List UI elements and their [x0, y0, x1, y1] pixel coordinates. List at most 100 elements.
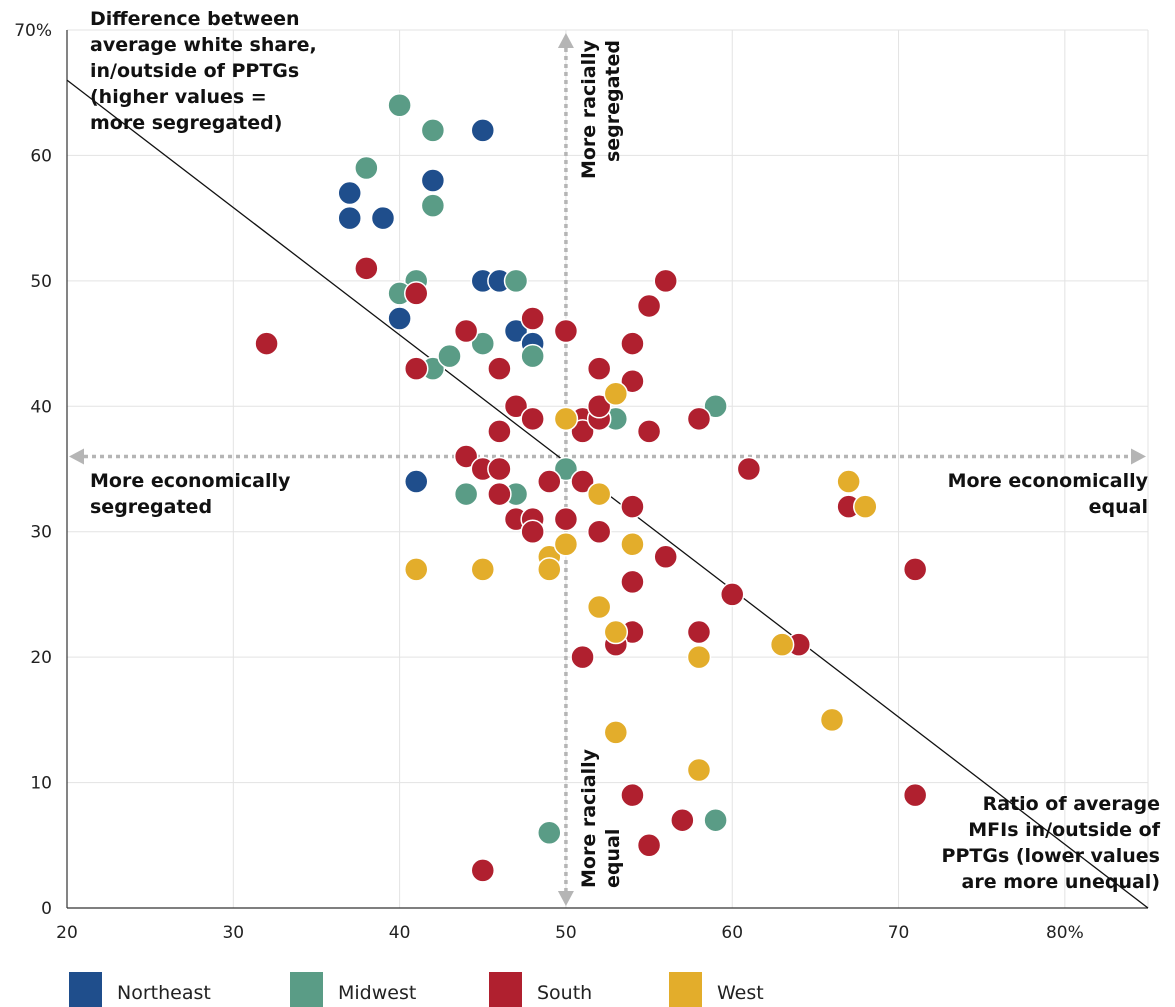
- point-south: [686, 406, 712, 432]
- y-axis-title: (higher values =: [90, 86, 267, 108]
- point-northeast: [337, 205, 362, 231]
- data-points: [254, 93, 928, 883]
- point-south: [487, 356, 512, 381]
- point-midwest: [420, 193, 446, 218]
- y-tick-label: 0: [41, 899, 52, 919]
- point-midwest: [354, 155, 379, 181]
- point-west: [537, 557, 562, 582]
- point-south: [620, 368, 645, 394]
- point-south: [520, 306, 545, 331]
- grid: [67, 29, 1149, 908]
- y-axis-title: more segregated): [90, 112, 282, 134]
- point-south: [620, 782, 645, 808]
- arrow-up-icon: [557, 33, 574, 48]
- point-south: [453, 444, 479, 469]
- legend: Northeast Midwest South West: [69, 972, 764, 1007]
- point-south: [354, 256, 379, 281]
- point-west: [603, 720, 629, 745]
- legend-swatch-south: [489, 972, 522, 1007]
- point-south: [520, 406, 545, 432]
- point-midwest: [520, 343, 545, 369]
- bottom-annotation: equal: [602, 829, 624, 888]
- axes: 20 30 40 50 60 70 80% 0 10 20 30 40 50 60 70%: [14, 21, 1148, 943]
- point-northeast: [470, 118, 496, 143]
- x-tick-label: 30: [222, 923, 244, 943]
- point-south: [537, 469, 562, 494]
- arrow-left-icon: [69, 448, 84, 465]
- top-annotation: segregated: [602, 40, 624, 162]
- point-west: [836, 469, 861, 494]
- legend-label-northeast: Northeast: [117, 982, 211, 1004]
- point-west: [686, 757, 712, 783]
- y-axis-title: Difference between: [90, 8, 300, 30]
- point-midwest: [470, 331, 496, 356]
- point-south: [586, 356, 612, 381]
- y-axis-title: in/outside of PPTGs: [90, 60, 299, 82]
- point-northeast: [403, 469, 429, 494]
- point-south: [254, 331, 279, 356]
- right-annotation: equal: [1089, 496, 1148, 518]
- point-midwest: [387, 93, 412, 118]
- x-tick-label: 20: [56, 923, 78, 943]
- point-south: [470, 858, 496, 883]
- point-south: [736, 456, 762, 482]
- point-south: [453, 318, 479, 344]
- point-south: [487, 419, 512, 444]
- legend-label-south: South: [537, 982, 592, 1004]
- point-south: [620, 494, 645, 519]
- bottom-annotation: More racially: [578, 748, 600, 888]
- point-west: [603, 381, 629, 406]
- point-northeast: [503, 318, 529, 344]
- point-south: [403, 356, 429, 381]
- arrow-down-icon: [557, 891, 574, 906]
- point-west: [686, 644, 712, 670]
- point-south: [620, 331, 645, 356]
- x-tick-label: 40: [389, 923, 411, 943]
- point-south: [902, 557, 928, 582]
- point-midwest: [453, 481, 479, 507]
- x-axis-title: MFIs in/outside of: [968, 819, 1160, 841]
- point-midwest: [420, 118, 446, 143]
- point-northeast: [370, 205, 396, 231]
- point-west: [586, 481, 612, 507]
- point-west: [620, 532, 645, 557]
- legend-label-west: West: [717, 982, 764, 1004]
- point-northeast: [387, 306, 412, 331]
- point-midwest: [703, 394, 728, 419]
- point-south: [487, 481, 512, 507]
- point-south: [636, 419, 662, 444]
- x-tick-label: 50: [555, 923, 577, 943]
- point-west: [853, 494, 878, 519]
- point-south: [653, 544, 678, 570]
- y-tick-label: 70%: [14, 21, 52, 41]
- point-west: [603, 619, 629, 645]
- point-west: [769, 632, 795, 657]
- y-tick-label: 20: [30, 648, 52, 668]
- point-midwest: [703, 807, 728, 833]
- y-tick-label: 10: [30, 774, 52, 794]
- point-south: [686, 619, 712, 645]
- point-midwest: [503, 268, 529, 294]
- point-west: [553, 406, 579, 432]
- y-tick-label: 40: [30, 397, 52, 417]
- y-tick-label: 50: [30, 272, 52, 292]
- point-south: [570, 644, 595, 670]
- x-tick-label: 60: [721, 923, 743, 943]
- point-midwest: [553, 456, 579, 482]
- arrow-right-icon: [1131, 448, 1146, 465]
- point-south: [586, 394, 612, 419]
- point-south: [553, 506, 579, 532]
- top-annotation: More racially: [578, 39, 600, 179]
- y-tick-label: 30: [30, 523, 52, 543]
- y-tick-label: 60: [30, 146, 52, 166]
- point-south: [902, 782, 928, 808]
- point-south: [670, 807, 695, 833]
- y-axis-title: average white share,: [90, 34, 317, 56]
- point-west: [586, 594, 612, 620]
- left-annotation: More economically: [90, 470, 291, 492]
- point-south: [620, 569, 645, 595]
- x-tick-label: 80%: [1046, 923, 1084, 943]
- left-annotation: segregated: [90, 496, 212, 518]
- x-axis-title: are more unequal): [962, 871, 1161, 893]
- x-tick-label: 70: [888, 923, 910, 943]
